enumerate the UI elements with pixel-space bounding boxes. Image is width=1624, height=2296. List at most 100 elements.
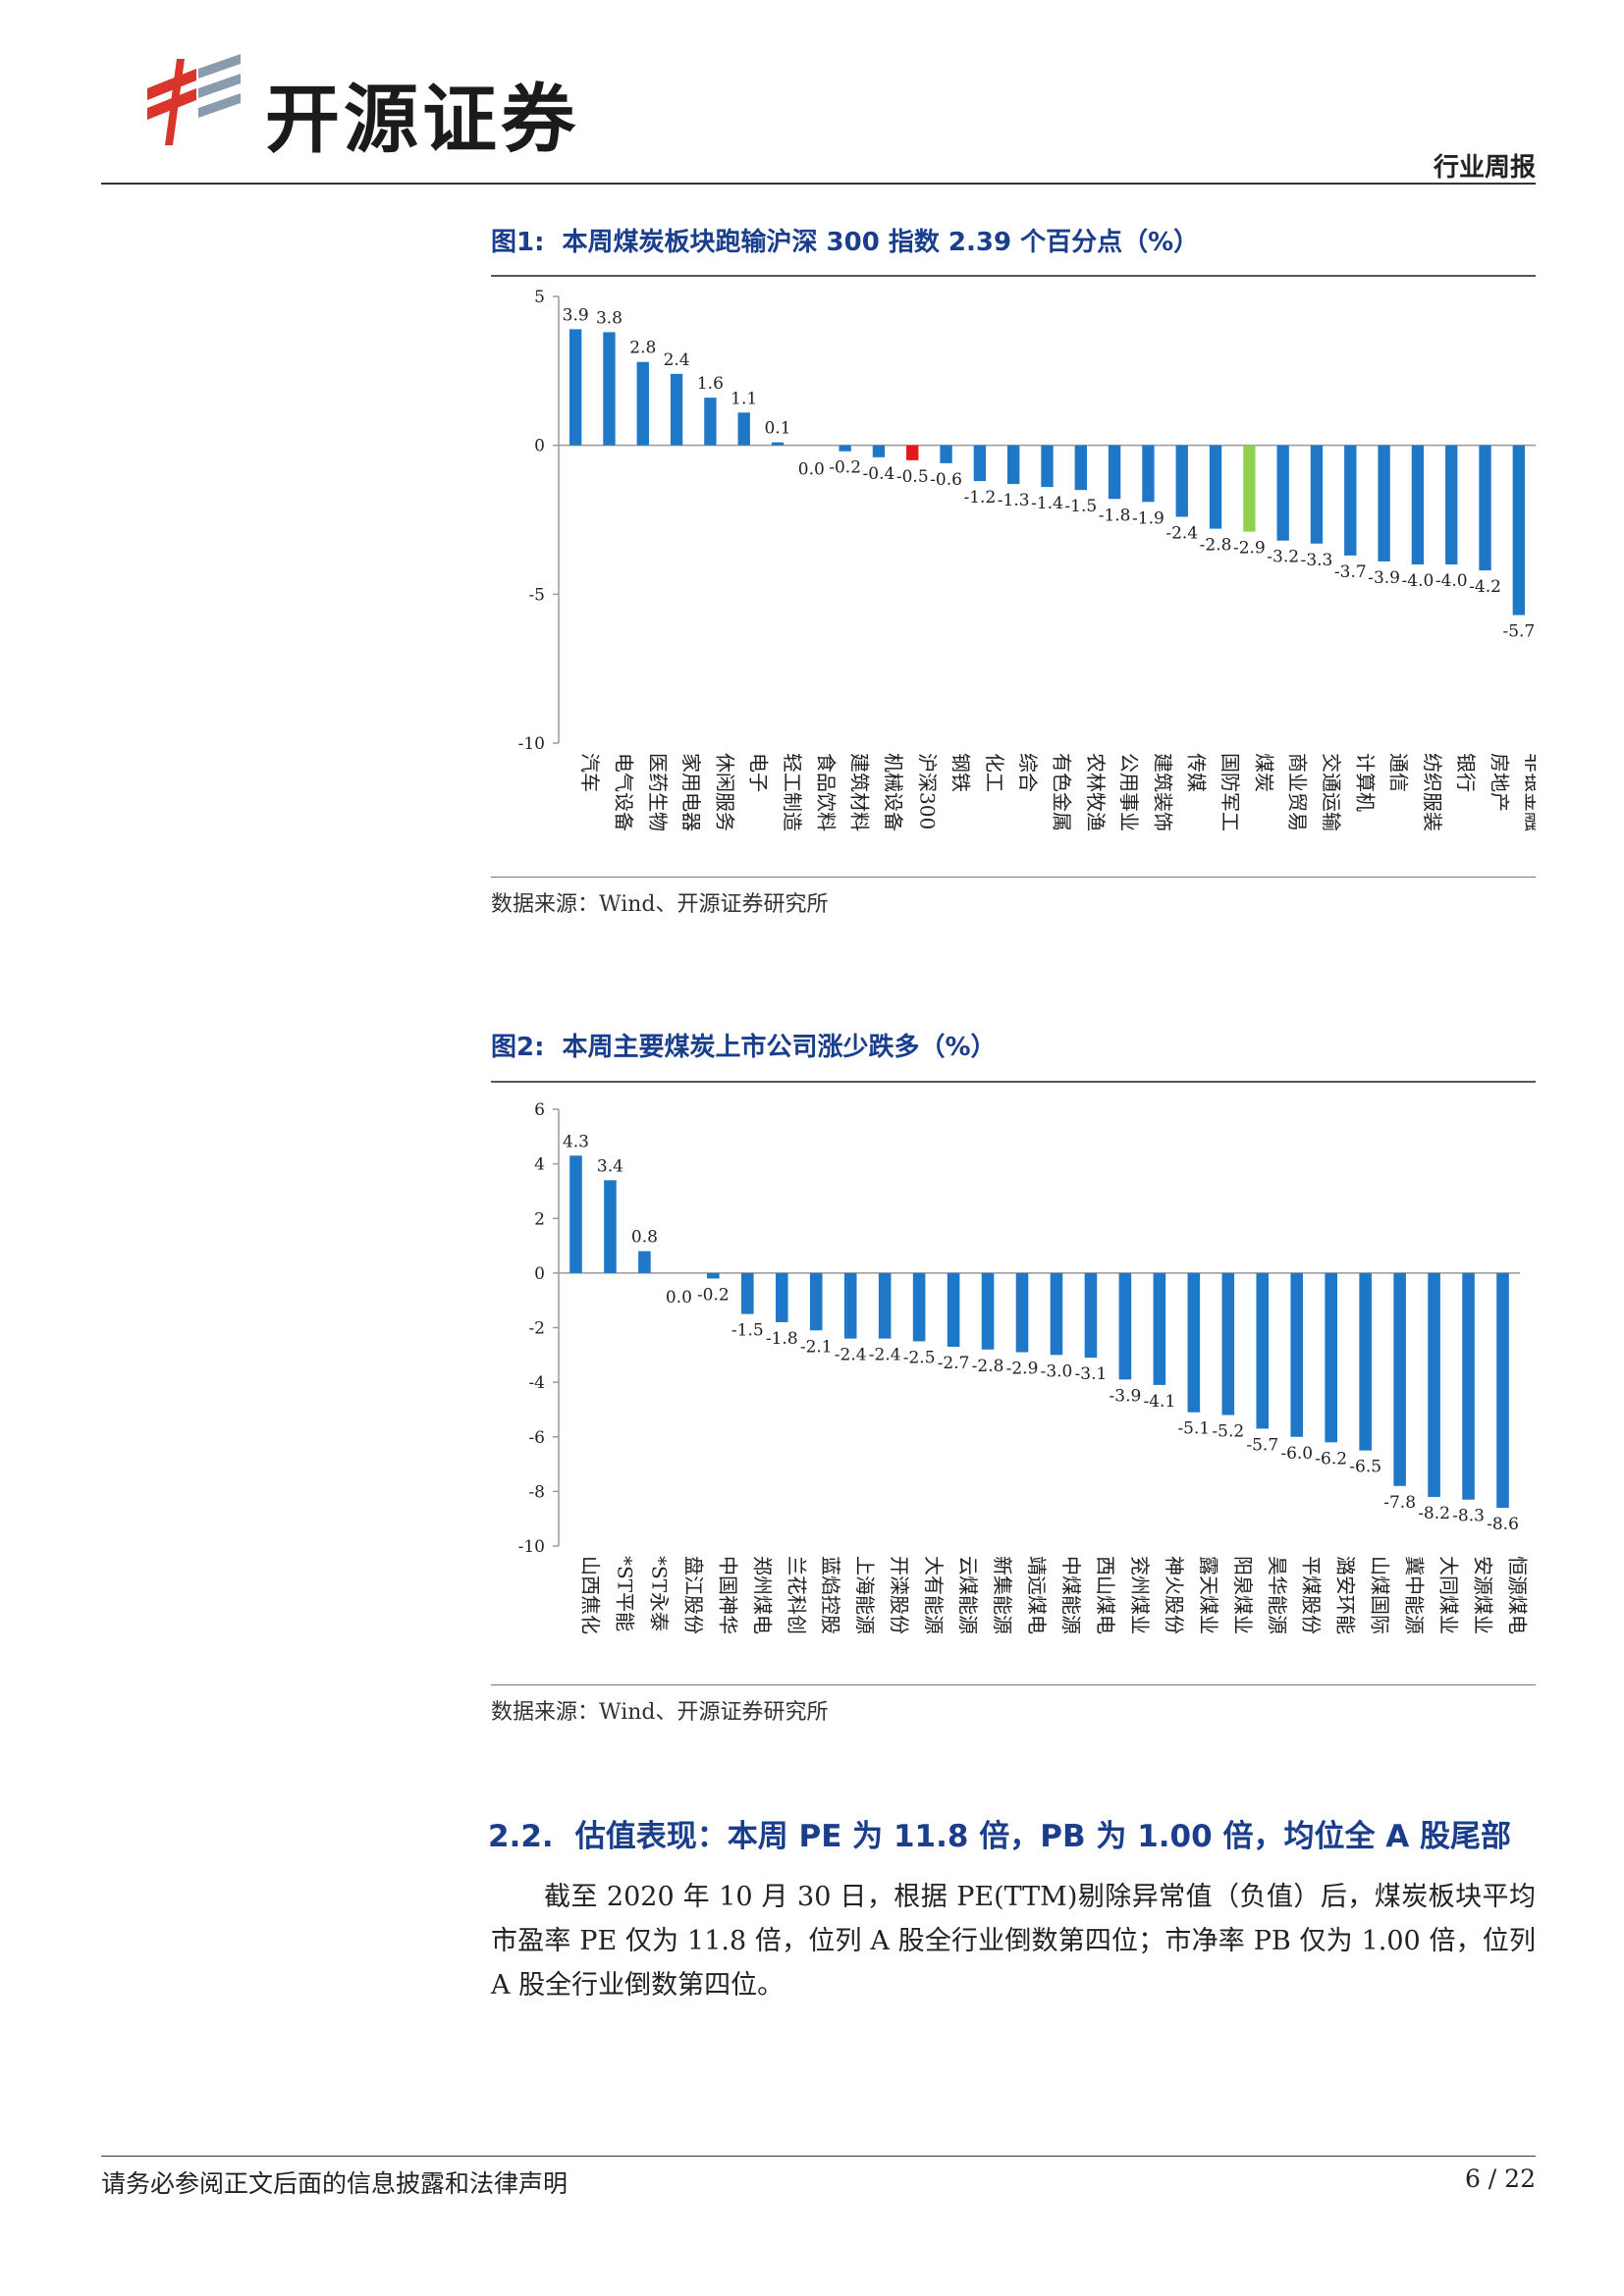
figure2-bar (1256, 1273, 1269, 1429)
figure2-bar (1154, 1273, 1166, 1385)
figure2-category-text: 山西焦化 (578, 1556, 602, 1634)
figure1-value-label: -2.8 (1200, 536, 1232, 556)
figure1-value-label: -3.2 (1267, 548, 1299, 567)
figure2-category-text: 兰花科创 (785, 1556, 808, 1634)
figure2-category-text: 山煤国际 (1369, 1556, 1392, 1634)
figure2-bar (707, 1273, 720, 1279)
figure2-chart-svg: 6 4 2 0 -2 -4 -6 -8 -10 4.3 山西焦化 3.4 *ST平能 0.8 *ST永泰 0.… (491, 1085, 1536, 1683)
section-paragraph: 截至 2020 年 10 月 30 日，根据 PE(TTM)剔除异常值（负值）后… (491, 1875, 1536, 2007)
figure2-bar (638, 1252, 651, 1273)
figure2-bar (947, 1273, 960, 1347)
figure2-title: 图2: 本周主要煤炭上市公司涨少跌多（%） (491, 1027, 997, 1063)
figure1-value-label: -4.2 (1469, 577, 1501, 597)
figure1-value-label: -4.0 (1402, 571, 1435, 591)
figure2-category-label: 大有能源 (922, 1556, 946, 1634)
figure2-y-tick-label: 2 (534, 1209, 545, 1229)
figure1-value-label: 0.1 (764, 419, 790, 439)
figure2-category-label: 潞安环能 (1334, 1556, 1358, 1634)
figure1-category-label: 农林牧渔 (1084, 753, 1108, 831)
figure2-value-label: 4.3 (563, 1132, 589, 1151)
figure1-category-label: 电子 (747, 753, 771, 792)
figure1-category-label: 电气设备 (612, 753, 635, 831)
section-heading: 2.2. 估值表现：本周 PE 为 11.8 倍，PB 为 1.00 倍，均位全 … (488, 1811, 1511, 1855)
figure1-bar (1445, 446, 1457, 564)
figure2-value-label: -2.9 (1006, 1360, 1039, 1379)
report-type: 行业周报 (1434, 147, 1536, 184)
figure2-bar (913, 1273, 926, 1342)
figure2-bar (741, 1273, 754, 1314)
figure2-value-label: -5.7 (1246, 1435, 1278, 1455)
figure1-category-label: 食品饮料 (814, 753, 838, 831)
figure2-bar (1462, 1273, 1475, 1500)
figure1-category-label: 纺织服装 (1421, 753, 1444, 831)
figure2-category-text: 恒源煤电 (1506, 1556, 1530, 1634)
figure2-category-label: 新集能源 (991, 1556, 1014, 1634)
figure1-bar (569, 329, 581, 445)
figure1-category-label: 银行 (1454, 753, 1478, 792)
figure2-category-label: 盘江股份 (681, 1556, 705, 1634)
figure1-category-label: 煤炭 (1252, 753, 1275, 792)
figure1-chart-svg: 5 0 -5 -10 3.9 汽车 3.8 电气设备 2.8 医药生物 2.4 家用电器 1.6 休闲服务… (491, 279, 1536, 876)
figure1-bar (1075, 446, 1087, 491)
figure2-value-label: 3.4 (597, 1156, 623, 1176)
figure1-category-text: 家用电器 (679, 753, 703, 831)
figure1-category-text: 汽车 (578, 753, 602, 792)
figure2-category-label: 山煤国际 (1369, 1556, 1392, 1634)
figure1-category-text: 化工 (983, 753, 1006, 792)
figure2-category-text: 中国神华 (716, 1556, 739, 1634)
figure2-bar (1393, 1273, 1406, 1486)
figure1-bar (1479, 446, 1490, 570)
figure1-category-text: 建筑材料 (848, 753, 872, 831)
figure1-category-label: 房地产 (1489, 753, 1512, 812)
figure2-category-label: 中国神华 (716, 1556, 739, 1634)
figure1-value-label: -2.4 (1165, 523, 1198, 543)
figure2-category-label: 恒源煤电 (1506, 1556, 1530, 1634)
figure1-category-label: 汽车 (578, 753, 602, 792)
figure2-category-text: 郑州煤电 (750, 1556, 774, 1634)
figure1-y-tick-label: 0 (534, 437, 545, 456)
figure2-title-text: 本周主要煤炭上市公司涨少跌多（%） (563, 1033, 997, 1062)
figure1-category-label: 化工 (983, 753, 1006, 792)
figure2-bar (810, 1273, 823, 1330)
figure2-category-text: 露天煤业 (1197, 1556, 1220, 1634)
figure2-bar (1290, 1273, 1303, 1437)
figure1-value-label: -0.6 (930, 470, 962, 490)
figure2-value-label: -2.4 (835, 1346, 867, 1365)
figure1-category-label: 传媒 (1185, 753, 1209, 792)
figure1-value-label: -2.9 (1233, 539, 1266, 559)
figure2-category-text: 上海能源 (853, 1556, 877, 1634)
figure1-category-text: 电气设备 (612, 753, 635, 831)
header-divider (101, 183, 1536, 185)
figure2-category-label: 阳泉煤业 (1231, 1556, 1255, 1634)
figure1-bar (704, 398, 716, 446)
figure2-category-label: 兰花科创 (785, 1556, 808, 1634)
figure2-category-text: 神火股份 (1163, 1556, 1186, 1634)
figure2-category-label: *ST永泰 (647, 1556, 671, 1631)
figure1-bar (974, 446, 986, 481)
figure1-y-tick-label: 5 (534, 288, 545, 307)
figure2-category-text: 兖州煤业 (1128, 1556, 1152, 1634)
page-number: 6 / 22 (1465, 2164, 1536, 2193)
figure1-category-label: 家用电器 (679, 753, 703, 831)
figure1-value-label: -1.3 (998, 491, 1030, 510)
figure2-bar (569, 1155, 582, 1273)
figure1-category-text: 非银金融 (1522, 753, 1536, 831)
figure2-category-label: 神火股份 (1163, 1556, 1186, 1634)
figure1-category-text: 交通运输 (1320, 753, 1343, 831)
figure1-bar (1243, 446, 1255, 532)
figure1-y-tick-label: -10 (518, 734, 545, 754)
figure1-category-text: 沪深300 (915, 753, 939, 829)
figure1-bar (1412, 446, 1424, 564)
figure2-category-label: 靖远煤电 (1025, 1556, 1049, 1634)
figure2-category-text: 靖远煤电 (1025, 1556, 1049, 1634)
figure2-bar (604, 1180, 617, 1273)
figure1-value-label: -3.9 (1368, 568, 1400, 588)
figure2-category-text: 新集能源 (991, 1556, 1014, 1634)
figure2-category-text: *ST永泰 (647, 1556, 671, 1631)
figure2-category-label: 上海能源 (853, 1556, 877, 1634)
figure1-value-label: -1.2 (963, 488, 996, 507)
figure2-value-label: -8.3 (1452, 1507, 1485, 1526)
figure1-category-label: 通信 (1387, 753, 1411, 792)
figure2-bar (844, 1273, 857, 1339)
figure2-category-label: 兖州煤业 (1128, 1556, 1152, 1634)
